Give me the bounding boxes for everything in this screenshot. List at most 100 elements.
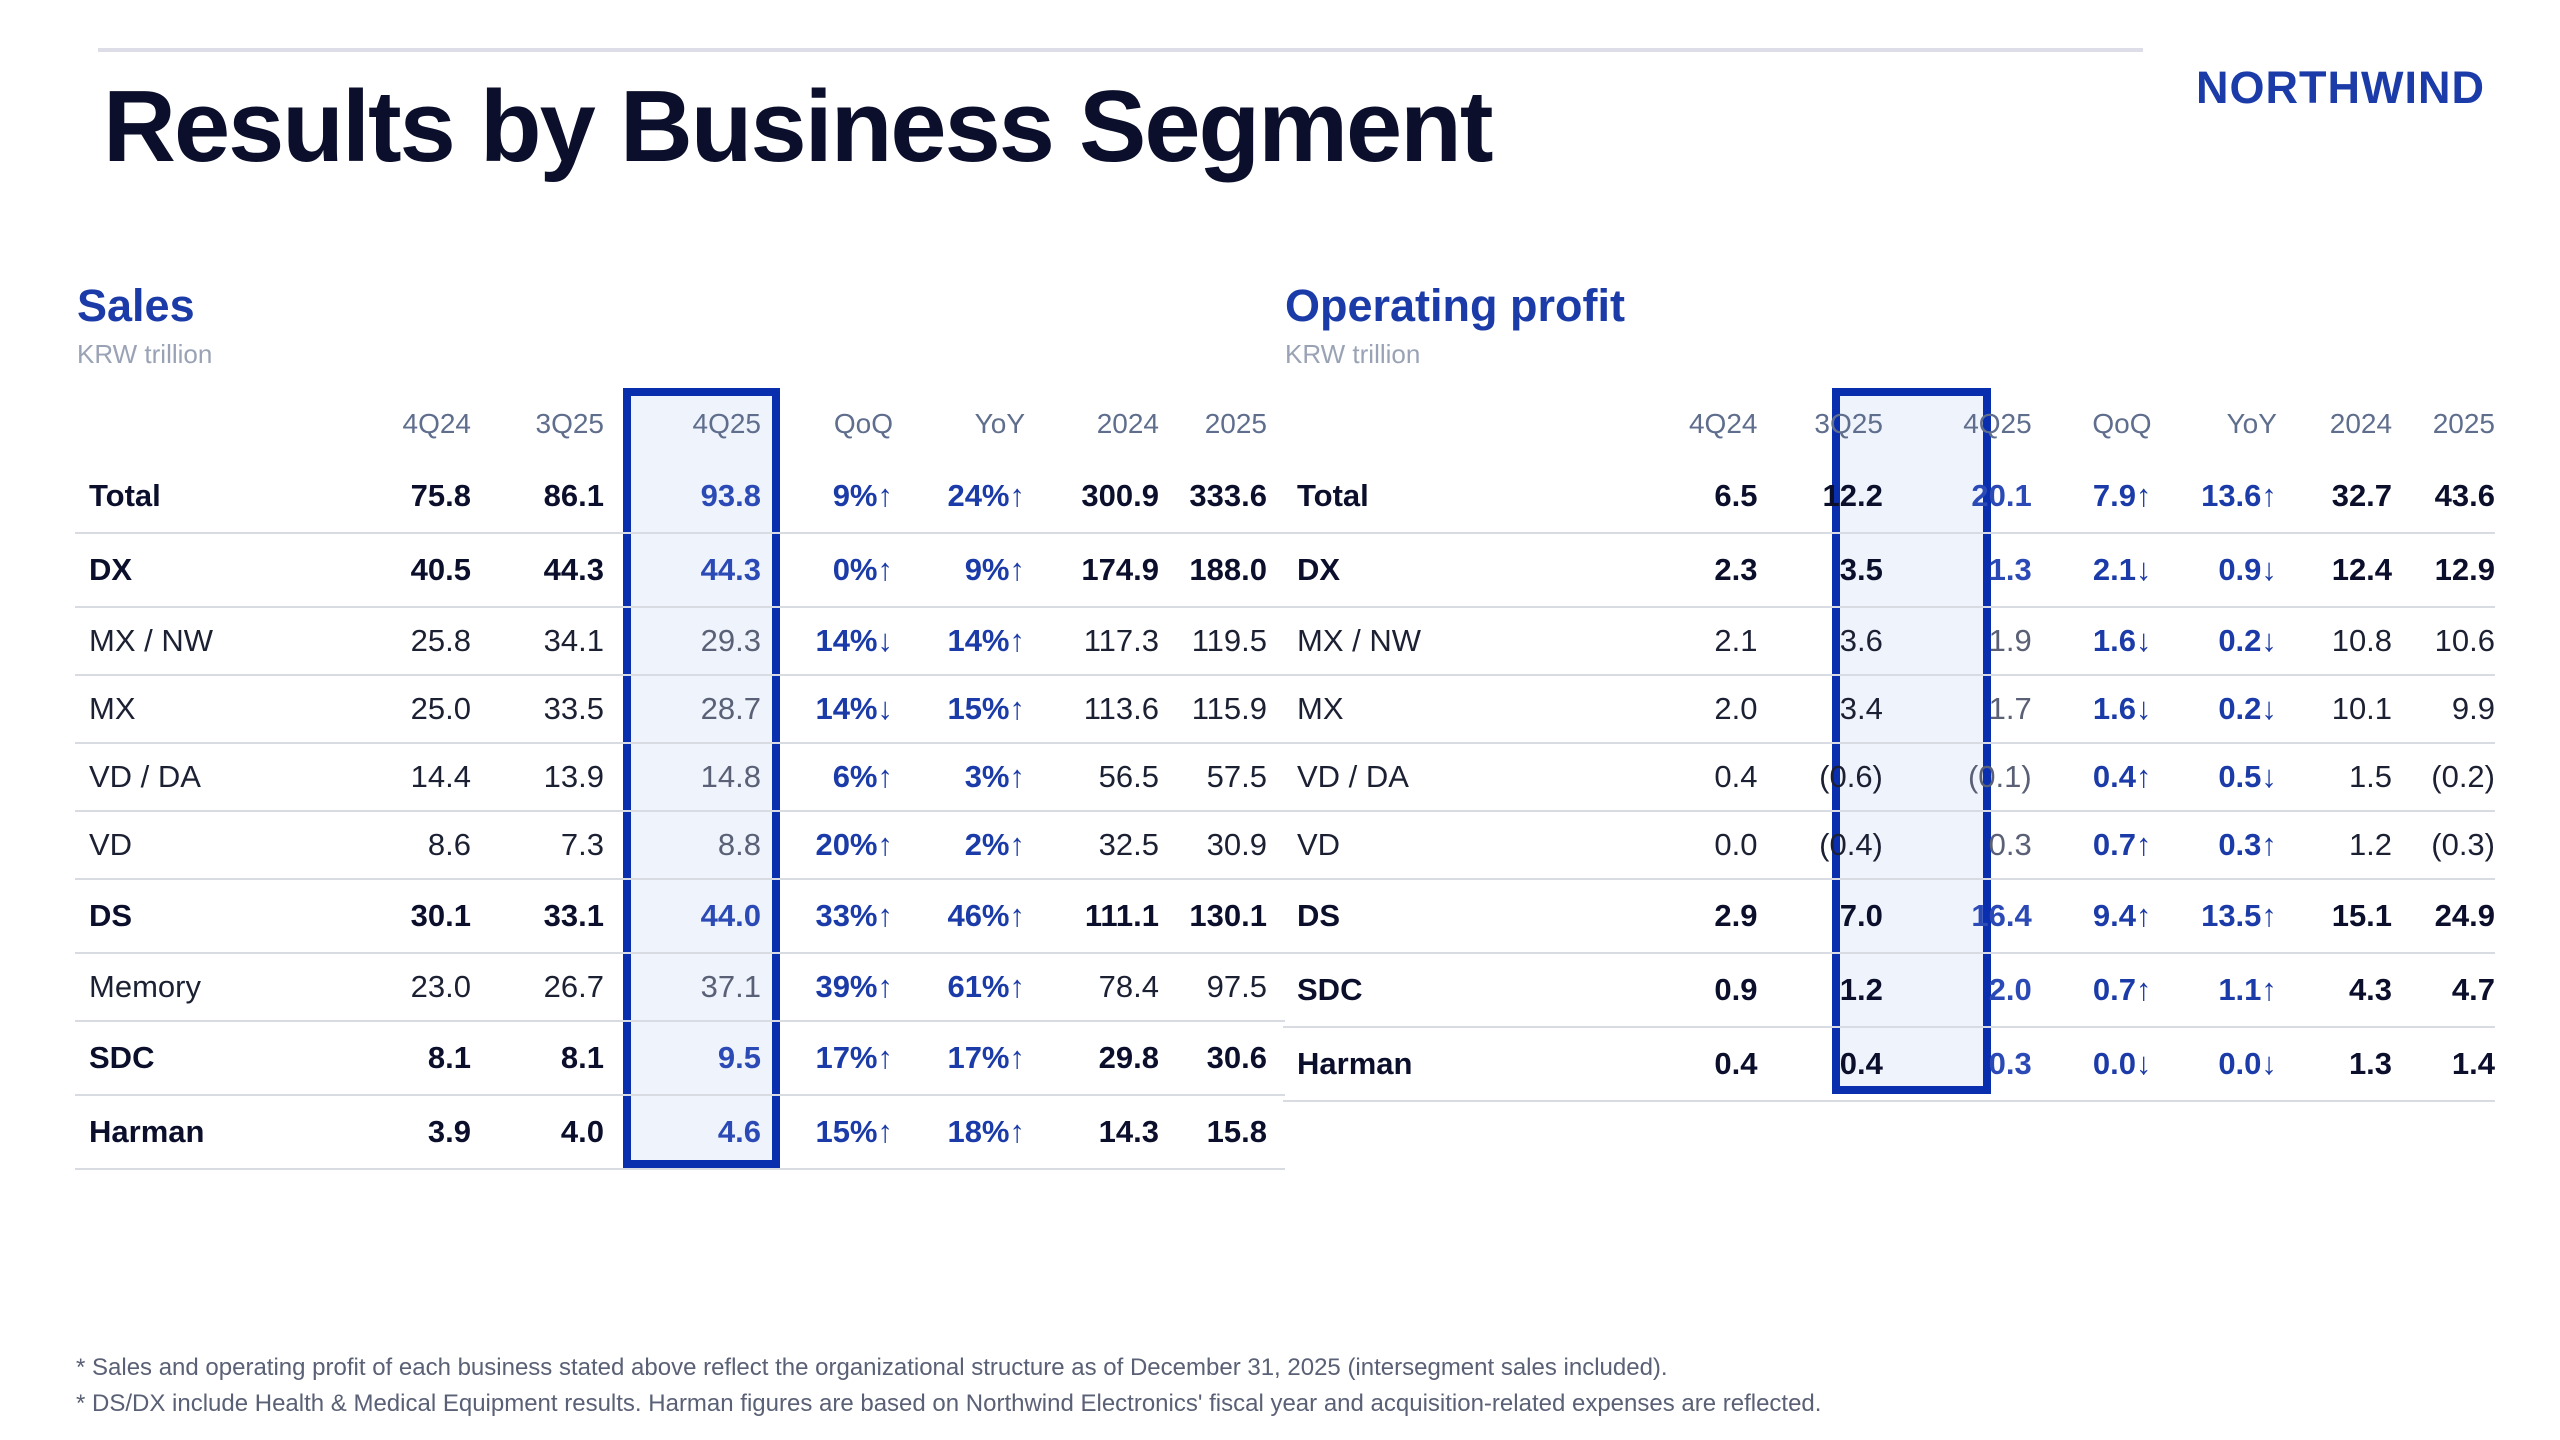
- table-row: MX 25.0 33.5 28.7 14%↓ 15%↑ 113.6 115.9: [75, 676, 1285, 744]
- operating-profit-title: Operating profit: [1285, 280, 1625, 331]
- cell-4q25: 9.5: [717, 1040, 761, 1075]
- cell-3q25: 7.0: [1839, 898, 1883, 933]
- cell-3q25: 44.3: [543, 552, 604, 587]
- table-row: Total 75.8 86.1 93.8 9%↑ 24%↑ 300.9 333.6: [75, 460, 1285, 534]
- cell-4q25: 2.0: [1988, 972, 2032, 1007]
- cell-4q24: 40.5: [410, 552, 471, 587]
- cell-2024: 15.1: [2331, 898, 2393, 933]
- cell-qoq: 0.7↑: [2092, 827, 2152, 862]
- cell-4q24: 3.9: [427, 1114, 471, 1149]
- cell-qoq: 2.1↓: [2092, 552, 2152, 587]
- cell-2024: 78.4: [1098, 969, 1159, 1004]
- operating-profit-table: 4Q24 3Q25 4Q25 QoQ YoY 2024 2025 Total 6.…: [1283, 388, 2495, 1102]
- table-row: SDC 8.1 8.1 9.5 17%↑ 17%↑ 29.8 30.6: [75, 1022, 1285, 1096]
- cell-4q25: 1.9: [1988, 623, 2032, 658]
- cell-2025: 115.9: [1191, 691, 1267, 726]
- cell-4q24: 2.0: [1714, 691, 1758, 726]
- cell-yoy: 2%↑: [964, 827, 1025, 862]
- cell-qoq: 20%↑: [815, 827, 893, 862]
- cell-3q25: 3.5: [1839, 552, 1883, 587]
- table-row: VD 8.6 7.3 8.8 20%↑ 2%↑ 32.5 30.9: [75, 812, 1285, 880]
- table-row: VD 0.0 (0.4) 0.3 0.7↑ 0.3↑ 1.2 (0.3): [1283, 812, 2495, 880]
- operating-profit-unit: KRW trillion: [1285, 339, 1421, 369]
- cell-2025: 97.5: [1206, 969, 1267, 1004]
- cell-yoy: 1.1↑: [2218, 972, 2277, 1007]
- cell-3q25: 26.7: [543, 969, 604, 1004]
- table-row: DX 40.5 44.3 44.3 0%↑ 9%↑ 174.9 188.0: [75, 534, 1285, 608]
- sales-unit: KRW trillion: [77, 339, 213, 369]
- cell-4q24: 0.4: [1714, 759, 1758, 794]
- cell-qoq: 0.7↑: [2092, 972, 2152, 1007]
- cell-3q25: (0.6): [1819, 759, 1883, 794]
- cell-yoy: 0.2↓: [2218, 623, 2277, 658]
- cell-4q24: 2.3: [1714, 552, 1758, 587]
- row-label: MX: [89, 691, 136, 726]
- cell-2025: 15.8: [1206, 1114, 1267, 1149]
- cell-yoy: 3%↑: [964, 759, 1025, 794]
- cell-2024: 29.8: [1098, 1040, 1159, 1075]
- cell-2024: 4.3: [2348, 972, 2393, 1007]
- row-label: MX / NW: [1297, 623, 1421, 658]
- cell-4q24: 2.1: [1714, 623, 1758, 658]
- row-label: DS: [89, 898, 133, 933]
- cell-2024: 14.3: [1098, 1114, 1159, 1149]
- header-4q25: 4Q25: [1963, 408, 2032, 439]
- cell-yoy: 0.5↓: [2218, 759, 2277, 794]
- row-label: DX: [89, 552, 133, 587]
- cell-4q25: 93.8: [700, 478, 761, 513]
- cell-qoq: 0.0↓: [2092, 1046, 2152, 1081]
- cell-2025: 119.5: [1191, 623, 1267, 658]
- cell-qoq: 33%↑: [815, 898, 893, 933]
- cell-3q25: 7.3: [560, 827, 604, 862]
- row-label: VD: [1297, 827, 1341, 862]
- cell-4q25: (0.1): [1967, 759, 2032, 794]
- table-row: SDC 0.9 1.2 2.0 0.7↑ 1.1↑ 4.3 4.7: [1283, 954, 2495, 1028]
- cell-4q25: 28.7: [700, 691, 761, 726]
- cell-4q24: 14.4: [410, 759, 471, 794]
- cell-yoy: 14%↑: [947, 623, 1025, 658]
- cell-2025: 24.9: [2434, 898, 2495, 933]
- sales-title: Sales: [77, 280, 195, 331]
- table-row: MX / NW 25.8 34.1 29.3 14%↓ 14%↑ 117.3 119.5: [75, 608, 1285, 676]
- current-quarter-highlight: [1832, 388, 1991, 1094]
- cell-yoy: 17%↑: [947, 1040, 1025, 1075]
- footnote: * Sales and operating profit of each bus…: [76, 1354, 1668, 1381]
- row-label: DX: [1297, 552, 1341, 587]
- cell-4q25: 1.7: [1988, 691, 2032, 726]
- table-row: Total 6.5 12.2 20.1 7.9↑ 13.6↑ 32.7 43.6: [1283, 460, 2495, 534]
- cell-3q25: 34.1: [543, 623, 604, 658]
- cell-2025: 1.4: [2451, 1046, 2495, 1081]
- brand-logo: NORTHWIND: [2196, 62, 2485, 113]
- table-row: Memory 23.0 26.7 37.1 39%↑ 61%↑ 78.4 97.5: [75, 954, 1285, 1022]
- cell-2024: 1.5: [2348, 759, 2393, 794]
- cell-2025: 12.9: [2434, 552, 2495, 587]
- cell-2024: 300.9: [1081, 478, 1159, 513]
- cell-3q25: 33.1: [543, 898, 604, 933]
- header-2024: 2024: [1096, 408, 1159, 439]
- table-row: VD / DA 14.4 13.9 14.8 6%↑ 3%↑ 56.5 57.5: [75, 744, 1285, 812]
- table-row: DX 2.3 3.5 1.3 2.1↓ 0.9↓ 12.4 12.9: [1283, 534, 2495, 608]
- cell-4q25: 0.3: [1988, 1046, 2032, 1081]
- cell-2025: 130.1: [1189, 898, 1267, 933]
- row-label: Total: [1297, 478, 1369, 513]
- cell-2024: 10.1: [2331, 691, 2393, 726]
- cell-qoq: 1.6↓: [2092, 691, 2152, 726]
- cell-qoq: 9%↑: [832, 478, 893, 513]
- header-4q25: 4Q25: [692, 408, 762, 439]
- cell-4q24: 2.9: [1714, 898, 1758, 933]
- table-row: Harman 0.4 0.4 0.3 0.0↓ 0.0↓ 1.3 1.4: [1283, 1028, 2495, 1102]
- cell-yoy: 13.5↑: [2201, 898, 2277, 933]
- row-label: VD / DA: [89, 759, 201, 794]
- cell-3q25: 8.1: [560, 1040, 604, 1075]
- row-label: Memory: [89, 969, 201, 1004]
- cell-2025: 4.7: [2451, 972, 2495, 1007]
- header-yoy: YoY: [974, 408, 1025, 439]
- cell-2024: 12.4: [2331, 552, 2393, 587]
- cell-yoy: 0.0↓: [2218, 1046, 2277, 1081]
- cell-4q25: 14.8: [700, 759, 761, 794]
- cell-3q25: 3.6: [1839, 623, 1883, 658]
- cell-qoq: 0%↑: [832, 552, 893, 587]
- header-3q25: 3Q25: [1814, 408, 1883, 439]
- cell-4q25: 37.1: [700, 969, 761, 1004]
- table-header-row: 4Q24 3Q25 4Q25 QoQ YoY 2024 2025: [1283, 388, 2495, 460]
